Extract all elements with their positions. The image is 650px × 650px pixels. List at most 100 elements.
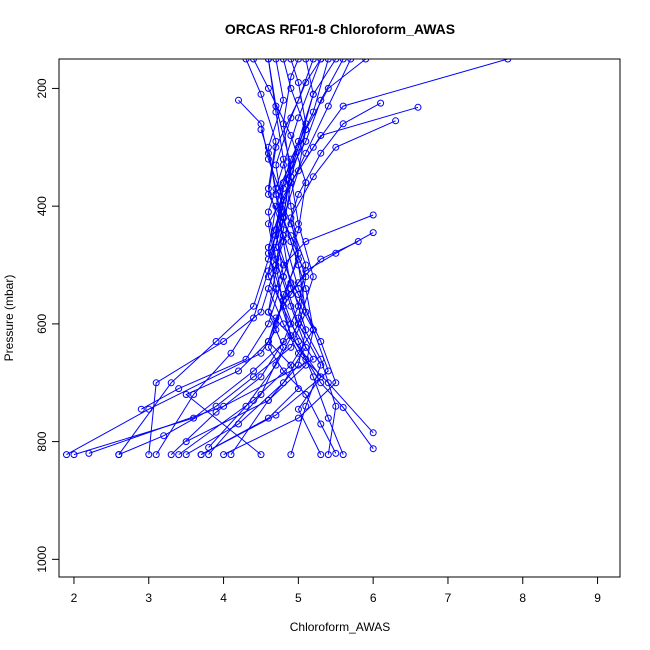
data-point	[332, 379, 340, 387]
data-point	[302, 326, 310, 334]
series-2	[264, 59, 377, 437]
data-point	[264, 208, 272, 216]
x-tick-label: 5	[295, 591, 302, 605]
data-point	[272, 108, 280, 116]
data-point	[182, 391, 190, 398]
data-point	[287, 202, 295, 210]
data-point	[182, 451, 190, 459]
data-point	[294, 114, 302, 122]
series-line	[118, 59, 307, 456]
data-point	[324, 379, 332, 387]
data-point	[257, 391, 265, 398]
data-point	[279, 179, 287, 187]
data-point	[354, 238, 362, 245]
data-point	[324, 367, 332, 375]
x-tick-label: 3	[145, 591, 152, 605]
data-point	[264, 338, 272, 345]
data-point	[272, 255, 280, 263]
data-point	[182, 438, 190, 446]
data-point	[362, 59, 370, 63]
series-line	[275, 59, 344, 455]
x-tick-label: 4	[220, 591, 227, 605]
data-point	[264, 414, 272, 422]
series-line	[148, 59, 307, 455]
series-line	[200, 232, 374, 456]
data-point	[317, 451, 325, 459]
series-23	[197, 229, 377, 459]
series-14	[182, 59, 302, 459]
data-point	[287, 302, 295, 310]
data-point	[264, 143, 272, 151]
data-point	[264, 84, 272, 92]
data-point	[279, 96, 287, 104]
data-point	[272, 267, 280, 275]
data-point	[279, 273, 287, 281]
data-point	[152, 379, 160, 387]
data-point	[250, 59, 257, 63]
data-point	[220, 338, 228, 345]
data-point	[317, 149, 325, 157]
data-point	[317, 420, 325, 428]
data-point	[324, 451, 332, 459]
data-point	[347, 59, 355, 63]
data-point	[279, 161, 287, 169]
data-point	[294, 79, 302, 86]
data-point	[332, 59, 340, 63]
data-point	[272, 226, 280, 234]
data-point	[279, 59, 287, 63]
series-line	[185, 59, 299, 455]
series-line	[178, 59, 314, 456]
plot-frame	[58, 58, 621, 578]
data-point	[294, 385, 302, 393]
data-point	[317, 361, 325, 369]
y-tick-label: 600	[35, 314, 49, 334]
data-point	[332, 249, 340, 257]
data-point	[339, 59, 347, 63]
data-point	[227, 451, 235, 459]
series-19	[205, 59, 512, 459]
data-point	[302, 267, 310, 275]
data-point	[302, 285, 310, 293]
data-point	[287, 361, 295, 369]
data-point	[257, 126, 265, 134]
data-point	[332, 449, 340, 457]
data-point	[279, 296, 287, 304]
data-point	[264, 396, 272, 404]
data-point	[317, 373, 325, 381]
data-point	[272, 202, 280, 210]
x-tick-label: 2	[71, 591, 78, 605]
data-point	[287, 73, 295, 81]
x-tick-label: 6	[370, 591, 377, 605]
series-3	[70, 103, 422, 459]
series-line	[267, 59, 352, 455]
x-tick-label: 7	[445, 591, 452, 605]
series-line	[267, 59, 344, 455]
x-axis: 2 3 4 5 6 7 8 9	[71, 577, 601, 605]
y-tick-label: 800	[35, 431, 49, 451]
data-point	[137, 405, 145, 413]
series-24	[182, 59, 325, 459]
data-point	[294, 361, 302, 369]
data-point	[287, 155, 295, 163]
data-point	[332, 143, 340, 151]
data-point	[294, 405, 302, 413]
data-point	[152, 451, 160, 459]
data-point	[242, 59, 250, 63]
data-point	[504, 59, 512, 63]
data-point	[279, 214, 287, 222]
data-point	[339, 451, 347, 459]
data-point	[339, 102, 347, 110]
data-point	[392, 117, 400, 125]
data-point	[309, 173, 317, 181]
data-point	[309, 355, 317, 363]
data-point	[302, 59, 310, 63]
data-point	[264, 267, 272, 275]
data-point	[257, 90, 265, 98]
data-point	[287, 279, 295, 287]
data-point	[205, 451, 213, 459]
data-point	[279, 367, 287, 375]
data-point	[377, 99, 385, 107]
series-22	[175, 59, 317, 459]
data-point	[294, 279, 302, 287]
